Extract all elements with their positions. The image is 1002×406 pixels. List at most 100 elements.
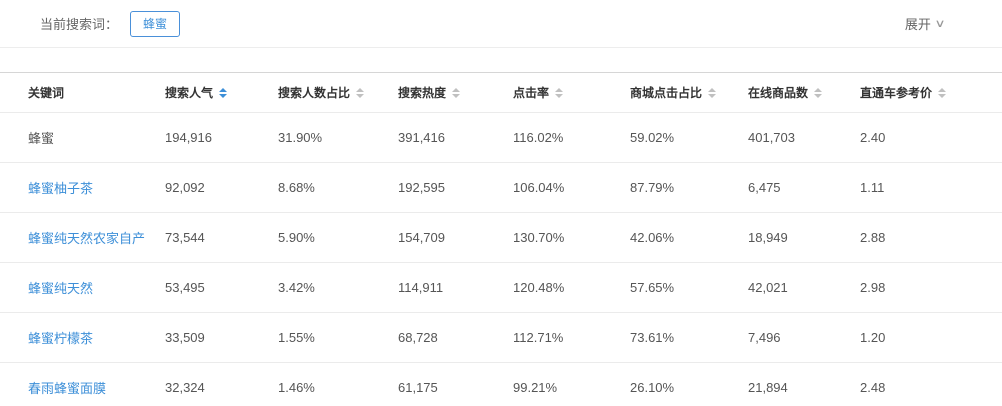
- cell-mall-click-ratio: 59.02%: [630, 130, 675, 145]
- column-label: 关键词: [28, 86, 65, 100]
- cell-search-heat: 114,911: [398, 280, 444, 295]
- cell-search-heat: 192,595: [398, 180, 445, 195]
- column-header-online-products[interactable]: 在线商品数: [748, 84, 860, 101]
- cell-click-rate: 99.21%: [513, 380, 558, 395]
- cell-search-popularity: 32,324: [165, 380, 205, 395]
- column-header-search-user-ratio[interactable]: 搜索人数占比: [278, 84, 398, 101]
- cell-search-user-ratio: 5.90%: [278, 230, 315, 245]
- column-label: 商城点击占比: [630, 86, 703, 100]
- column-header-keyword: 关键词: [28, 84, 165, 101]
- sort-arrows-icon[interactable]: [555, 87, 564, 98]
- table-row: 蜂蜜纯天然 53,495 3.42% 114,911 120.48% 57.65% 42,0…: [0, 263, 1002, 313]
- table-header-row: 关键词 搜索人气 搜索人数占比 搜索热度 点击率 商城点击占比 在线商品数 直通车参考价: [0, 73, 1002, 113]
- cell-search-user-ratio: 1.46%: [278, 380, 315, 395]
- sort-asc-icon: [356, 87, 365, 92]
- table-row: 春雨蜂蜜面膜 32,324 1.46% 61,175 99.21% 26.10% 21,89…: [0, 363, 1002, 406]
- cell-search-user-ratio: 31.90%: [278, 130, 323, 145]
- cell-online-products: 18,949: [748, 230, 788, 245]
- sort-desc-icon: [938, 93, 947, 98]
- cell-ppc-reference-price: 2.88: [860, 230, 886, 245]
- keyword-cell: 蜂蜜: [28, 131, 55, 146]
- column-header-ppc-reference-price[interactable]: 直通车参考价: [860, 84, 1002, 101]
- column-header-search-heat[interactable]: 搜索热度: [398, 84, 513, 101]
- keyword-link[interactable]: 蜂蜜柚子茶: [28, 181, 94, 196]
- sort-arrows-icon[interactable]: [708, 87, 717, 98]
- cell-search-heat: 61,175: [398, 380, 438, 395]
- column-header-click-rate[interactable]: 点击率: [513, 84, 630, 101]
- cell-search-user-ratio: 8.68%: [278, 180, 315, 195]
- sort-desc-icon: [452, 93, 461, 98]
- sort-desc-icon: [708, 93, 717, 98]
- cell-ppc-reference-price: 2.48: [860, 380, 886, 395]
- current-search-term-label: 当前搜索词：: [40, 17, 119, 32]
- chevron-down-icon: ∨: [934, 18, 946, 30]
- cell-click-rate: 116.02%: [513, 130, 564, 145]
- table-row: 蜂蜜柚子茶 92,092 8.68% 192,595 106.04% 87.79% 6,47…: [0, 163, 1002, 213]
- cell-online-products: 401,703: [748, 130, 795, 145]
- cell-search-user-ratio: 1.55%: [278, 330, 315, 345]
- column-label: 直通车参考价: [860, 86, 933, 100]
- cell-search-popularity: 73,544: [165, 230, 205, 245]
- cell-click-rate: 130.70%: [513, 230, 565, 245]
- column-label: 搜索人气: [165, 86, 214, 100]
- table-row: 蜂蜜柠檬茶 33,509 1.55% 68,728 112.71% 73.61% 7,496…: [0, 313, 1002, 363]
- spacer: [0, 48, 1002, 72]
- sort-asc-icon: [938, 87, 947, 92]
- cell-click-rate: 112.71%: [513, 330, 564, 345]
- keyword-table: 关键词 搜索人气 搜索人数占比 搜索热度 点击率 商城点击占比 在线商品数 直通车参考价 蜂蜜…: [0, 72, 1002, 406]
- sort-asc-icon: [219, 87, 228, 92]
- sort-arrows-icon[interactable]: [356, 87, 365, 98]
- cell-ppc-reference-price: 1.11: [860, 180, 885, 195]
- cell-online-products: 7,496: [748, 330, 781, 345]
- keyword-link[interactable]: 蜂蜜柠檬茶: [28, 331, 94, 346]
- column-label: 搜索热度: [398, 86, 447, 100]
- cell-online-products: 6,475: [748, 180, 781, 195]
- sort-arrows-icon[interactable]: [938, 87, 947, 98]
- sort-arrows-icon[interactable]: [219, 87, 228, 98]
- cell-mall-click-ratio: 87.79%: [630, 180, 675, 195]
- sort-asc-icon: [708, 87, 717, 92]
- cell-online-products: 21,894: [748, 380, 788, 395]
- column-header-mall-click-ratio[interactable]: 商城点击占比: [630, 84, 748, 101]
- cell-online-products: 42,021: [748, 280, 788, 295]
- cell-search-heat: 68,728: [398, 330, 438, 345]
- cell-search-popularity: 92,092: [165, 180, 205, 195]
- table-body: 蜂蜜 194,916 31.90% 391,416 116.02% 59.02% 401,7…: [0, 113, 1002, 406]
- expand-toggle[interactable]: 展开 ∨: [904, 14, 946, 33]
- cell-mall-click-ratio: 57.65%: [630, 280, 675, 295]
- filter-bar: 当前搜索词： 蜂蜜 展开 ∨: [0, 0, 1002, 48]
- cell-search-user-ratio: 3.42%: [278, 280, 315, 295]
- table-row: 蜂蜜纯天然农家自产 73,544 5.90% 154,709 130.70% 42.06%…: [0, 213, 1002, 263]
- sort-asc-icon: [452, 87, 461, 92]
- cell-search-popularity: 194,916: [165, 130, 212, 145]
- cell-mall-click-ratio: 26.10%: [630, 380, 675, 395]
- sort-desc-icon: [555, 93, 564, 98]
- expand-label: 展开: [904, 17, 931, 32]
- cell-click-rate: 120.48%: [513, 280, 565, 295]
- column-label: 在线商品数: [748, 86, 809, 100]
- keyword-link[interactable]: 蜂蜜纯天然农家自产: [28, 231, 146, 246]
- sort-asc-icon: [814, 87, 823, 92]
- cell-ppc-reference-price: 2.98: [860, 280, 886, 295]
- cell-search-heat: 391,416: [398, 130, 445, 145]
- cell-ppc-reference-price: 2.40: [860, 130, 886, 145]
- cell-mall-click-ratio: 42.06%: [630, 230, 675, 245]
- column-label: 点击率: [513, 86, 550, 100]
- cell-search-popularity: 53,495: [165, 280, 205, 295]
- sort-asc-icon: [555, 87, 564, 92]
- column-header-search-popularity[interactable]: 搜索人气: [165, 84, 278, 101]
- cell-mall-click-ratio: 73.61%: [630, 330, 675, 345]
- keyword-link[interactable]: 春雨蜂蜜面膜: [28, 381, 107, 396]
- search-term-tag[interactable]: 蜂蜜: [130, 10, 181, 37]
- cell-search-heat: 154,709: [398, 230, 445, 245]
- sort-arrows-icon[interactable]: [452, 87, 461, 98]
- cell-click-rate: 106.04%: [513, 180, 565, 195]
- sort-arrows-icon[interactable]: [814, 87, 823, 98]
- table-row: 蜂蜜 194,916 31.90% 391,416 116.02% 59.02% 401,7…: [0, 113, 1002, 163]
- sort-desc-icon: [219, 93, 228, 98]
- keyword-link[interactable]: 蜂蜜纯天然: [28, 281, 94, 296]
- column-label: 搜索人数占比: [278, 86, 351, 100]
- cell-ppc-reference-price: 1.20: [860, 330, 886, 345]
- sort-desc-icon: [814, 93, 823, 98]
- sort-desc-icon: [356, 93, 365, 98]
